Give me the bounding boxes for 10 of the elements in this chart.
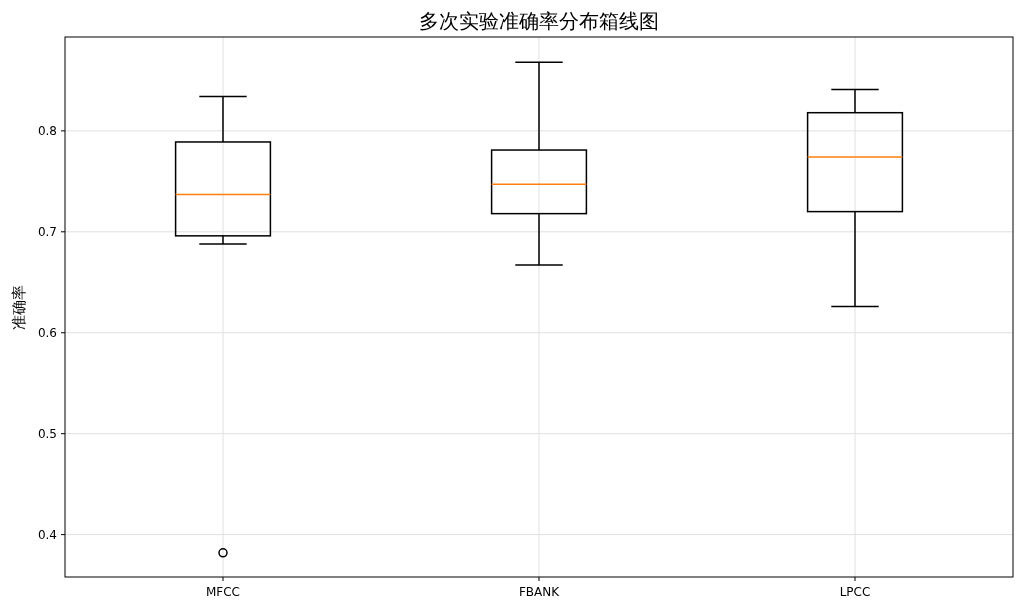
x-tick-label: LPCC [839,585,871,599]
y-tick-label: 0.8 [37,124,57,139]
chart-title: 多次实验准确率分布箱线图 [419,9,659,33]
y-tick-label: 0.6 [37,325,57,340]
x-tick-label: FBANK [518,585,561,599]
y-tick-label: 0.7 [37,225,57,239]
y-tick-label: 0.4 [37,527,57,542]
y-tick-label: 0.5 [37,426,57,441]
y-axis-title: 准确率 [10,284,28,330]
x-tick-label: MFCC [205,585,241,599]
